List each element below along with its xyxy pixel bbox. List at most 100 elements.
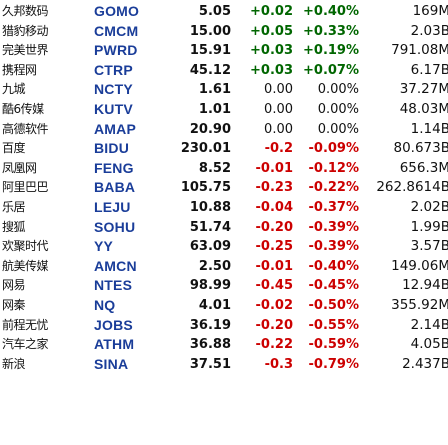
percent-change: +0.33% xyxy=(303,23,359,39)
ticker-symbol[interactable]: AMCN xyxy=(94,257,137,274)
price-change: +0.03 xyxy=(250,43,293,59)
percent-change: +0.07% xyxy=(303,62,359,78)
table-row[interactable]: 携程网 CTRP 45.12 +0.03 +0.07% 6.17B xyxy=(0,61,448,81)
table-row[interactable]: 网易 NTES 98.99 -0.45 -0.45% 12.94B xyxy=(0,276,448,296)
table-row[interactable]: 阿里巴巴 BABA 105.75 -0.23 -0.22% 262.8614B xyxy=(0,178,448,198)
ticker-symbol[interactable]: NTES xyxy=(94,277,133,294)
ticker-symbol[interactable]: CTRP xyxy=(94,61,133,78)
last-price: 105.75 xyxy=(180,180,231,196)
market-cap: 4.05B xyxy=(410,336,448,353)
company-name: 酷6传媒 xyxy=(2,101,44,116)
ticker-symbol[interactable]: BIDU xyxy=(94,140,130,157)
percent-change: -0.39% xyxy=(308,219,360,235)
table-row[interactable]: 九城 NCTY 1.61 0.00 0.00% 37.27M xyxy=(0,80,448,100)
percent-change: 0.00% xyxy=(317,101,359,117)
last-price: 37.51 xyxy=(189,356,231,372)
last-price: 10.88 xyxy=(189,199,231,215)
table-row[interactable]: 网秦 NQ 4.01 -0.02 -0.50% 355.92M xyxy=(0,296,448,316)
table-row[interactable]: 猎豹移动 CMCM 15.00 +0.05 +0.33% 2.03B xyxy=(0,22,448,42)
table-row[interactable]: 航美传媒 AMCN 2.50 -0.01 -0.40% 149.06M xyxy=(0,257,448,277)
market-cap: 48.03M xyxy=(399,100,448,117)
ticker-symbol[interactable]: BABA xyxy=(94,179,136,196)
last-price: 98.99 xyxy=(189,278,231,294)
percent-change: -0.22% xyxy=(308,180,360,196)
company-name: 携程网 xyxy=(2,62,37,77)
percent-change: -0.59% xyxy=(308,337,360,353)
ticker-symbol[interactable]: CMCM xyxy=(94,22,139,39)
market-cap: 3.57B xyxy=(410,238,448,255)
company-name: 欢聚时代 xyxy=(2,239,49,254)
price-change: -0.2 xyxy=(264,141,293,157)
ticker-symbol[interactable]: GOMO xyxy=(94,3,140,19)
table-row[interactable]: 前程无忧 JOBS 36.19 -0.20 -0.55% 2.14B xyxy=(0,316,448,336)
ticker-symbol[interactable]: PWRD xyxy=(94,42,138,59)
market-cap: 80.673B xyxy=(393,140,448,157)
ticker-symbol[interactable]: SINA xyxy=(94,355,129,372)
percent-change: -0.09% xyxy=(308,141,360,157)
market-cap: 1.14B xyxy=(410,120,448,137)
table-row[interactable]: 凤凰网 FENG 8.52 -0.01 -0.12% 656.3M xyxy=(0,159,448,179)
ticker-symbol[interactable]: FENG xyxy=(94,159,134,176)
ticker-symbol[interactable]: YY xyxy=(94,238,114,255)
table-row[interactable]: 欢聚时代 YY 63.09 -0.25 -0.39% 3.57B xyxy=(0,237,448,257)
price-change: -0.23 xyxy=(255,180,293,196)
table-row[interactable]: 久邦数码 GOMO 5.05 +0.02 +0.40% 169M xyxy=(0,2,448,22)
price-change: -0.04 xyxy=(255,199,293,215)
price-change: -0.22 xyxy=(255,337,293,353)
ticker-symbol[interactable]: AMAP xyxy=(94,120,137,137)
last-price: 5.05 xyxy=(198,4,231,19)
table-row[interactable]: 汽车之家 ATHM 36.88 -0.22 -0.59% 4.05B xyxy=(0,335,448,355)
last-price: 8.52 xyxy=(198,160,231,176)
market-cap: 2.03B xyxy=(410,22,448,39)
price-change: -0.01 xyxy=(255,258,293,274)
company-name: 乐居 xyxy=(2,199,26,214)
market-cap: 149.06M xyxy=(391,257,448,274)
last-price: 20.90 xyxy=(189,121,231,137)
price-change: 0.00 xyxy=(264,101,293,117)
last-price: 15.00 xyxy=(189,23,231,39)
ticker-symbol[interactable]: JOBS xyxy=(94,316,133,333)
ticker-symbol[interactable]: SOHU xyxy=(94,218,136,235)
last-price: 36.88 xyxy=(189,337,231,353)
ticker-symbol[interactable]: NQ xyxy=(94,296,116,313)
price-change: +0.05 xyxy=(250,23,293,39)
percent-change: -0.37% xyxy=(308,199,360,215)
market-cap: 37.27M xyxy=(399,81,448,98)
price-change: 0.00 xyxy=(264,121,293,137)
last-price: 2.50 xyxy=(198,258,231,274)
company-name: 汽车之家 xyxy=(2,337,49,352)
stock-quote-table: 久邦数码 GOMO 5.05 +0.02 +0.40% 169M 猎豹移动 CMCM 15.00… xyxy=(0,2,448,374)
last-price: 1.01 xyxy=(198,101,231,117)
percent-change: -0.12% xyxy=(308,160,360,176)
table-row[interactable]: 乐居 LEJU 10.88 -0.04 -0.37% 2.02B xyxy=(0,198,448,218)
ticker-symbol[interactable]: NCTY xyxy=(94,81,133,98)
last-price: 15.91 xyxy=(189,43,231,59)
last-price: 4.01 xyxy=(198,297,231,313)
last-price: 1.61 xyxy=(198,82,231,98)
price-change: +0.03 xyxy=(250,62,293,78)
market-cap: 355.92M xyxy=(391,296,448,313)
market-cap: 2.02B xyxy=(410,198,448,215)
percent-change: -0.79% xyxy=(308,356,360,372)
price-change: +0.02 xyxy=(250,4,293,19)
company-name: 凤凰网 xyxy=(2,160,37,175)
ticker-symbol[interactable]: ATHM xyxy=(94,336,135,353)
price-change: -0.25 xyxy=(255,239,293,255)
company-name: 网易 xyxy=(2,278,26,293)
percent-change: +0.19% xyxy=(303,43,359,59)
percent-change: 0.00% xyxy=(317,121,359,137)
ticker-symbol[interactable]: LEJU xyxy=(94,198,131,215)
table-row[interactable]: 酷6传媒 KUTV 1.01 0.00 0.00% 48.03M xyxy=(0,100,448,120)
percent-change: -0.45% xyxy=(308,278,360,294)
table-row[interactable]: 高德软件 AMAP 20.90 0.00 0.00% 1.14B xyxy=(0,120,448,140)
market-cap: 791.08M xyxy=(391,42,448,59)
company-name: 久邦数码 xyxy=(2,4,49,18)
market-cap: 6.17B xyxy=(410,61,448,78)
table-row[interactable]: 搜狐 SOHU 51.74 -0.20 -0.39% 1.99B xyxy=(0,218,448,238)
table-row[interactable]: 完美世界 PWRD 15.91 +0.03 +0.19% 791.08M xyxy=(0,41,448,61)
ticker-symbol[interactable]: KUTV xyxy=(94,100,133,117)
company-name: 百度 xyxy=(2,141,26,156)
company-name: 阿里巴巴 xyxy=(2,180,49,195)
table-row[interactable]: 百度 BIDU 230.01 -0.2 -0.09% 80.673B xyxy=(0,139,448,159)
table-row[interactable]: 新浪 SINA 37.51 -0.3 -0.79% 2.437B xyxy=(0,355,448,375)
